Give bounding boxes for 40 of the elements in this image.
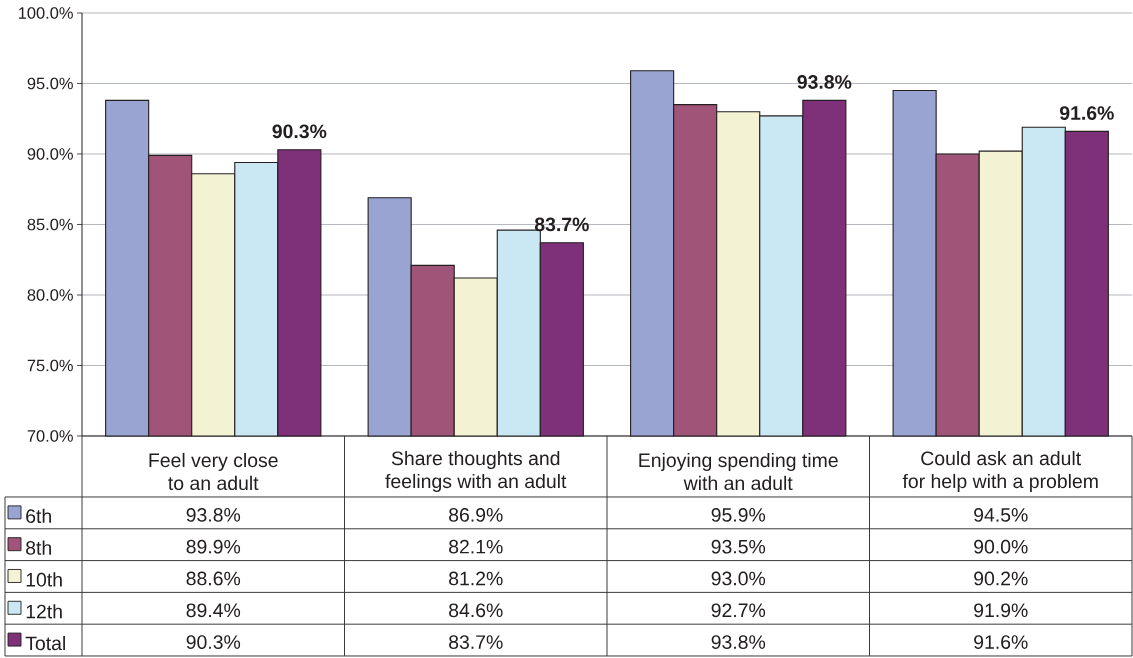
data-label: 86.9% [449, 508, 503, 522]
legend-label: 8th [26, 540, 51, 555]
data-label: 93.0% [711, 571, 766, 586]
data-label: 93.5% [711, 539, 766, 554]
y-tick-label: 75.0% [27, 359, 73, 372]
data-label: 93.8% [186, 508, 241, 522]
data-label: 89.9% [186, 539, 241, 554]
x-tick-label: Share thoughts and feelings with an adult [385, 450, 567, 492]
x-tick-label: Could ask an adult for help with a problem [902, 450, 1098, 492]
data-label: 84.6% [449, 603, 503, 618]
y-tick-label: 90.0% [27, 148, 73, 160]
data-label: 91.6% [974, 635, 1028, 649]
y-tick-label: 70.0% [27, 430, 73, 442]
text: 83.7% [534, 217, 589, 232]
y-tick-label: 85.0% [27, 218, 73, 231]
data-label: 90.2% [974, 571, 1028, 586]
data-label: 82.1% [449, 539, 503, 554]
data-label: 94.5% [974, 508, 1028, 522]
y-tick-label: 95.0% [27, 77, 73, 90]
data-label: 88.6% [186, 571, 241, 586]
text: 91.6% [1059, 106, 1114, 120]
data-label: 91.9% [974, 603, 1028, 618]
data-label: 89.4% [186, 603, 241, 618]
y-tick-label: 80.0% [27, 289, 73, 301]
text: 90.3% [272, 124, 327, 139]
legend-label: 10th [26, 572, 62, 587]
data-label: 92.7% [711, 603, 766, 618]
data-label: 93.8% [711, 635, 766, 649]
legend-label: Total [25, 635, 65, 651]
legend-label: 6th [26, 508, 51, 524]
data-label: 95.9% [711, 508, 766, 522]
data-label: 81.2% [449, 571, 503, 586]
data-label: 83.7% [449, 635, 503, 649]
x-tick-label: Enjoying spending time with an adult [639, 452, 838, 491]
data-label: 90.0% [974, 539, 1028, 554]
x-tick-label: Feel very close to an adult [149, 452, 278, 491]
data-label: 90.3% [186, 635, 241, 649]
text: 93.8% [797, 75, 852, 89]
y-tick-label: 100.0% [18, 7, 73, 19]
legend-label: 12th [26, 604, 62, 619]
